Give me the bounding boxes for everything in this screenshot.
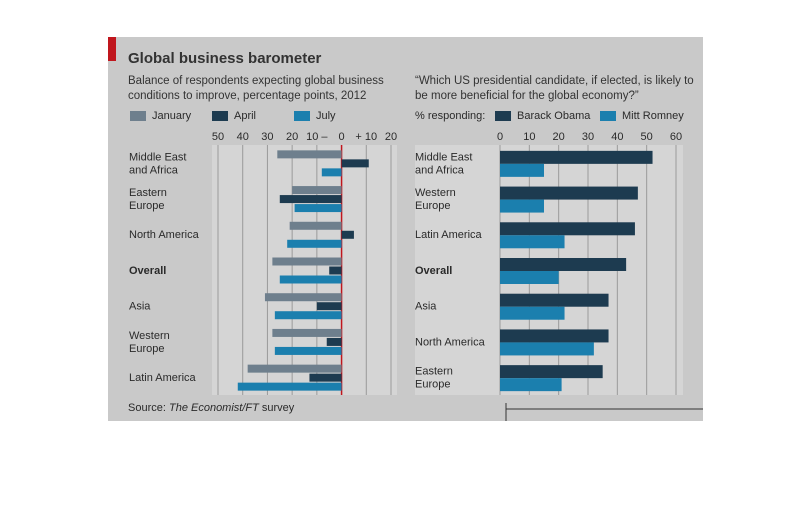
bar — [279, 275, 342, 284]
legend-entry: April — [234, 110, 256, 122]
bar — [316, 302, 342, 311]
x-tick-label: 10 — [523, 131, 535, 143]
source-prefix: Source: — [128, 402, 166, 414]
y-tick-label: Middle East and Africa — [415, 151, 472, 176]
legend-swatch — [212, 111, 228, 121]
x-tick-label: 20 — [553, 131, 565, 143]
bar — [500, 222, 635, 236]
y-tick-label: Asia — [415, 301, 437, 313]
bar — [264, 293, 342, 302]
source-suffix: survey — [262, 402, 295, 414]
bar — [500, 163, 544, 177]
x-tick-label: 30 — [582, 131, 594, 143]
bar — [500, 306, 565, 320]
bar — [500, 378, 562, 392]
bar — [500, 258, 627, 271]
bar — [274, 311, 342, 320]
legend-entry: January — [152, 110, 192, 122]
x-tick-label: 40 — [237, 131, 249, 143]
x-tick-label: 50 — [212, 131, 224, 143]
y-tick-label: Western Europe — [129, 330, 170, 355]
y-tick-label: North America — [129, 229, 200, 241]
bar — [500, 293, 609, 307]
bar — [272, 257, 342, 266]
x-tick-label: + 10 — [355, 131, 377, 143]
bar — [500, 150, 653, 164]
x-tick-label: 10 – — [306, 131, 328, 143]
y-tick-label: North America — [415, 336, 486, 348]
x-tick-label: 20 — [385, 131, 397, 143]
x-tick-label: 50 — [641, 131, 653, 143]
chart-subtitle: “Which US presidential candidate, if ele… — [415, 75, 694, 102]
bar — [292, 186, 342, 195]
x-tick-label: 30 — [261, 131, 273, 143]
plot-area — [212, 145, 397, 395]
bar — [500, 186, 638, 200]
x-tick-label: 60 — [670, 131, 682, 143]
bar — [500, 271, 559, 284]
y-tick-label: Eastern Europe — [415, 366, 453, 391]
source: Source: The Economist/FT survey — [128, 402, 295, 414]
x-tick-label: 20 — [286, 131, 298, 143]
bar — [277, 150, 342, 159]
legend-label: % responding: — [415, 110, 485, 122]
x-tick-label: 0 — [497, 131, 503, 143]
legend-swatch — [495, 111, 511, 121]
bar — [294, 204, 342, 213]
y-tick-label: Overall — [129, 265, 166, 277]
bar — [500, 365, 603, 379]
legend-entry: Barack Obama — [517, 110, 591, 122]
legend-entry: Mitt Romney — [622, 110, 684, 122]
bar — [279, 195, 342, 204]
chart-title: Global business barometer — [128, 50, 322, 67]
legend-entry: July — [316, 110, 336, 122]
bar — [287, 239, 342, 248]
bar — [326, 337, 342, 346]
bar — [500, 342, 594, 356]
bar — [500, 329, 609, 343]
y-tick-label: Western Europe — [415, 187, 456, 212]
x-tick-label: 0 — [339, 131, 345, 143]
y-tick-label: Middle East and Africa — [129, 151, 186, 176]
bar — [274, 346, 342, 355]
y-tick-label: Asia — [129, 301, 151, 313]
bar — [500, 199, 544, 213]
bar — [500, 235, 565, 249]
bar — [341, 230, 354, 239]
bar — [247, 364, 342, 373]
y-tick-label: Overall — [415, 265, 452, 277]
bar — [272, 328, 342, 337]
bar — [309, 373, 342, 382]
y-tick-label: Latin America — [415, 229, 483, 241]
bar — [329, 266, 342, 275]
bar — [321, 168, 342, 177]
x-tick-label: 40 — [611, 131, 623, 143]
accent — [108, 37, 116, 61]
bar — [289, 221, 342, 230]
legend-swatch — [294, 111, 310, 121]
chart-subtitle: Balance of respondents expecting global … — [128, 75, 384, 102]
legend-swatch — [130, 111, 146, 121]
y-tick-label: Eastern Europe — [129, 187, 167, 212]
legend-swatch — [600, 111, 616, 121]
bar — [341, 159, 369, 168]
y-tick-label: Latin America — [129, 372, 197, 384]
source-name: The Economist/FT — [169, 402, 260, 414]
bar — [237, 382, 342, 391]
